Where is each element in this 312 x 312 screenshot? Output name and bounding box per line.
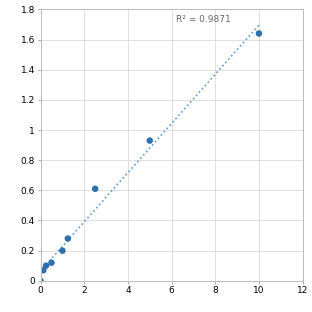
Point: [93, 186, 98, 191]
Point: [60, 248, 65, 253]
Point: [147, 138, 152, 143]
Point: [49, 260, 54, 265]
Point: [38, 278, 43, 283]
Point: [41, 268, 46, 273]
Text: R² = 0.9871: R² = 0.9871: [176, 15, 231, 24]
Point: [256, 31, 261, 36]
Point: [43, 263, 49, 268]
Point: [66, 236, 71, 241]
